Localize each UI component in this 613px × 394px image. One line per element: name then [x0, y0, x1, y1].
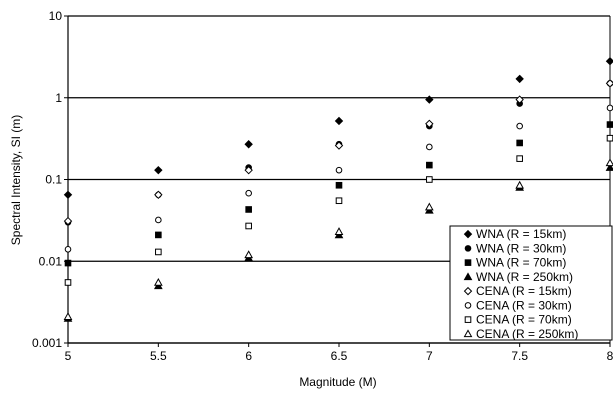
data-point [515, 74, 524, 84]
legend-label: CENA (R = 30km) [476, 298, 572, 312]
data-point [605, 158, 613, 167]
data-point [244, 250, 254, 259]
legend-label: WNA (R = 15km) [476, 227, 566, 241]
legend-label: CENA (R = 70km) [476, 313, 572, 327]
y-tick-label: 10 [49, 9, 63, 23]
legend-marker [463, 272, 473, 281]
data-point [516, 139, 523, 147]
data-point [425, 119, 434, 129]
data-point [155, 231, 162, 239]
data-point [605, 56, 613, 66]
data-point [63, 312, 73, 320]
data-point [605, 163, 613, 171]
data-point [63, 216, 73, 226]
data-point [245, 206, 252, 213]
data-point [334, 116, 344, 126]
data-point [426, 161, 433, 169]
data-point [153, 277, 163, 286]
y-tick-label: 0.001 [32, 336, 62, 350]
data-point [426, 143, 433, 151]
data-point [606, 104, 613, 112]
x-tick-label: 8 [607, 349, 613, 363]
legend-label: WNA (R = 250km) [476, 270, 573, 284]
data-points [63, 56, 613, 322]
y-axis-label: Spectral Intensity, SI (m) [9, 115, 23, 245]
legend: WNA (R = 15km)WNA (R = 30km)WNA (R = 70k… [449, 225, 613, 341]
data-point [244, 140, 253, 149]
data-point [335, 197, 343, 205]
x-tick-label: 7.5 [511, 349, 528, 363]
legend-marker [464, 302, 472, 309]
data-point [335, 181, 343, 189]
y-tick-label: 1 [55, 91, 62, 105]
data-point [515, 95, 524, 104]
x-axis-ticks: 5 5.5 6 6.5 7 7.5 8 [65, 343, 613, 363]
legend-label: CENA (R = 15km) [476, 284, 572, 298]
x-axis-label: Magnitude (M) [299, 375, 376, 389]
data-point [425, 95, 434, 104]
x-tick-label: 6 [245, 349, 252, 363]
data-point [424, 202, 434, 211]
data-point [426, 176, 433, 183]
data-point [155, 216, 162, 224]
legend-box [449, 225, 613, 341]
data-point [335, 166, 343, 174]
y-tick-label: 0.1 [45, 173, 62, 187]
data-point [245, 189, 252, 197]
data-point [605, 79, 613, 88]
y-tick-label: 0.01 [39, 254, 63, 268]
data-point [516, 155, 523, 162]
legend-label: WNA (R = 30km) [476, 241, 566, 255]
data-point [334, 227, 344, 235]
data-point [154, 190, 163, 200]
data-point [334, 141, 344, 150]
x-tick-label: 5.5 [150, 349, 167, 363]
data-point [606, 134, 613, 142]
data-point [515, 180, 525, 189]
legend-marker [463, 286, 473, 296]
data-point [63, 190, 73, 200]
legend-marker [464, 245, 472, 252]
data-point [64, 246, 72, 253]
legend-marker [464, 259, 472, 266]
legend-label: CENA (R = 250km) [476, 327, 578, 341]
legend-marker [463, 329, 473, 338]
x-tick-label: 7 [426, 349, 433, 363]
data-point [155, 248, 162, 256]
legend-marker [464, 316, 472, 323]
legend-marker [463, 229, 473, 239]
y-axis-ticks: 0.001 0.01 0.1 1 10 [32, 9, 68, 350]
x-tick-label: 5 [65, 349, 72, 363]
legend-label: WNA (R = 70km) [476, 256, 566, 270]
data-point [606, 121, 613, 128]
data-point [244, 165, 253, 175]
data-point [64, 279, 72, 286]
x-tick-label: 6.5 [331, 349, 348, 363]
data-point [245, 222, 252, 230]
data-point [154, 165, 163, 175]
data-point [516, 122, 523, 130]
data-point [64, 259, 72, 267]
